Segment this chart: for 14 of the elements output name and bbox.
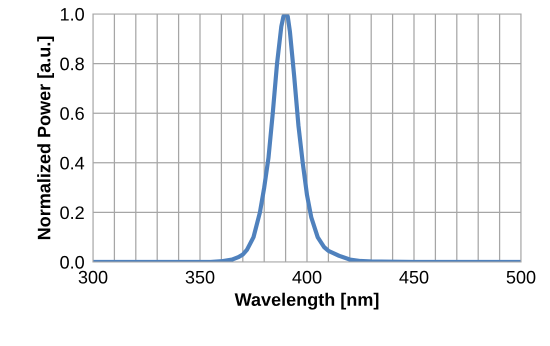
y-axis-title: Normalized Power [a.u.] <box>37 36 54 240</box>
line-series <box>93 14 521 262</box>
y-tick-label: 0.8 <box>60 58 84 70</box>
y-tick-label: 0.6 <box>60 107 84 120</box>
y-tick-label: 0.2 <box>60 206 84 220</box>
x-axis-title: Wavelength [nm] <box>234 292 378 310</box>
x-tick-label: 500 <box>506 270 536 284</box>
y-tick-label: 0.0 <box>60 256 84 269</box>
x-tick-label: 300 <box>78 270 108 284</box>
x-tick-label: 400 <box>292 270 322 284</box>
x-tick-label: 450 <box>399 270 428 284</box>
x-tick-label: 350 <box>186 270 214 284</box>
y-tick-label: 1.0 <box>60 8 84 21</box>
y-tick-label: 0.4 <box>60 156 84 170</box>
